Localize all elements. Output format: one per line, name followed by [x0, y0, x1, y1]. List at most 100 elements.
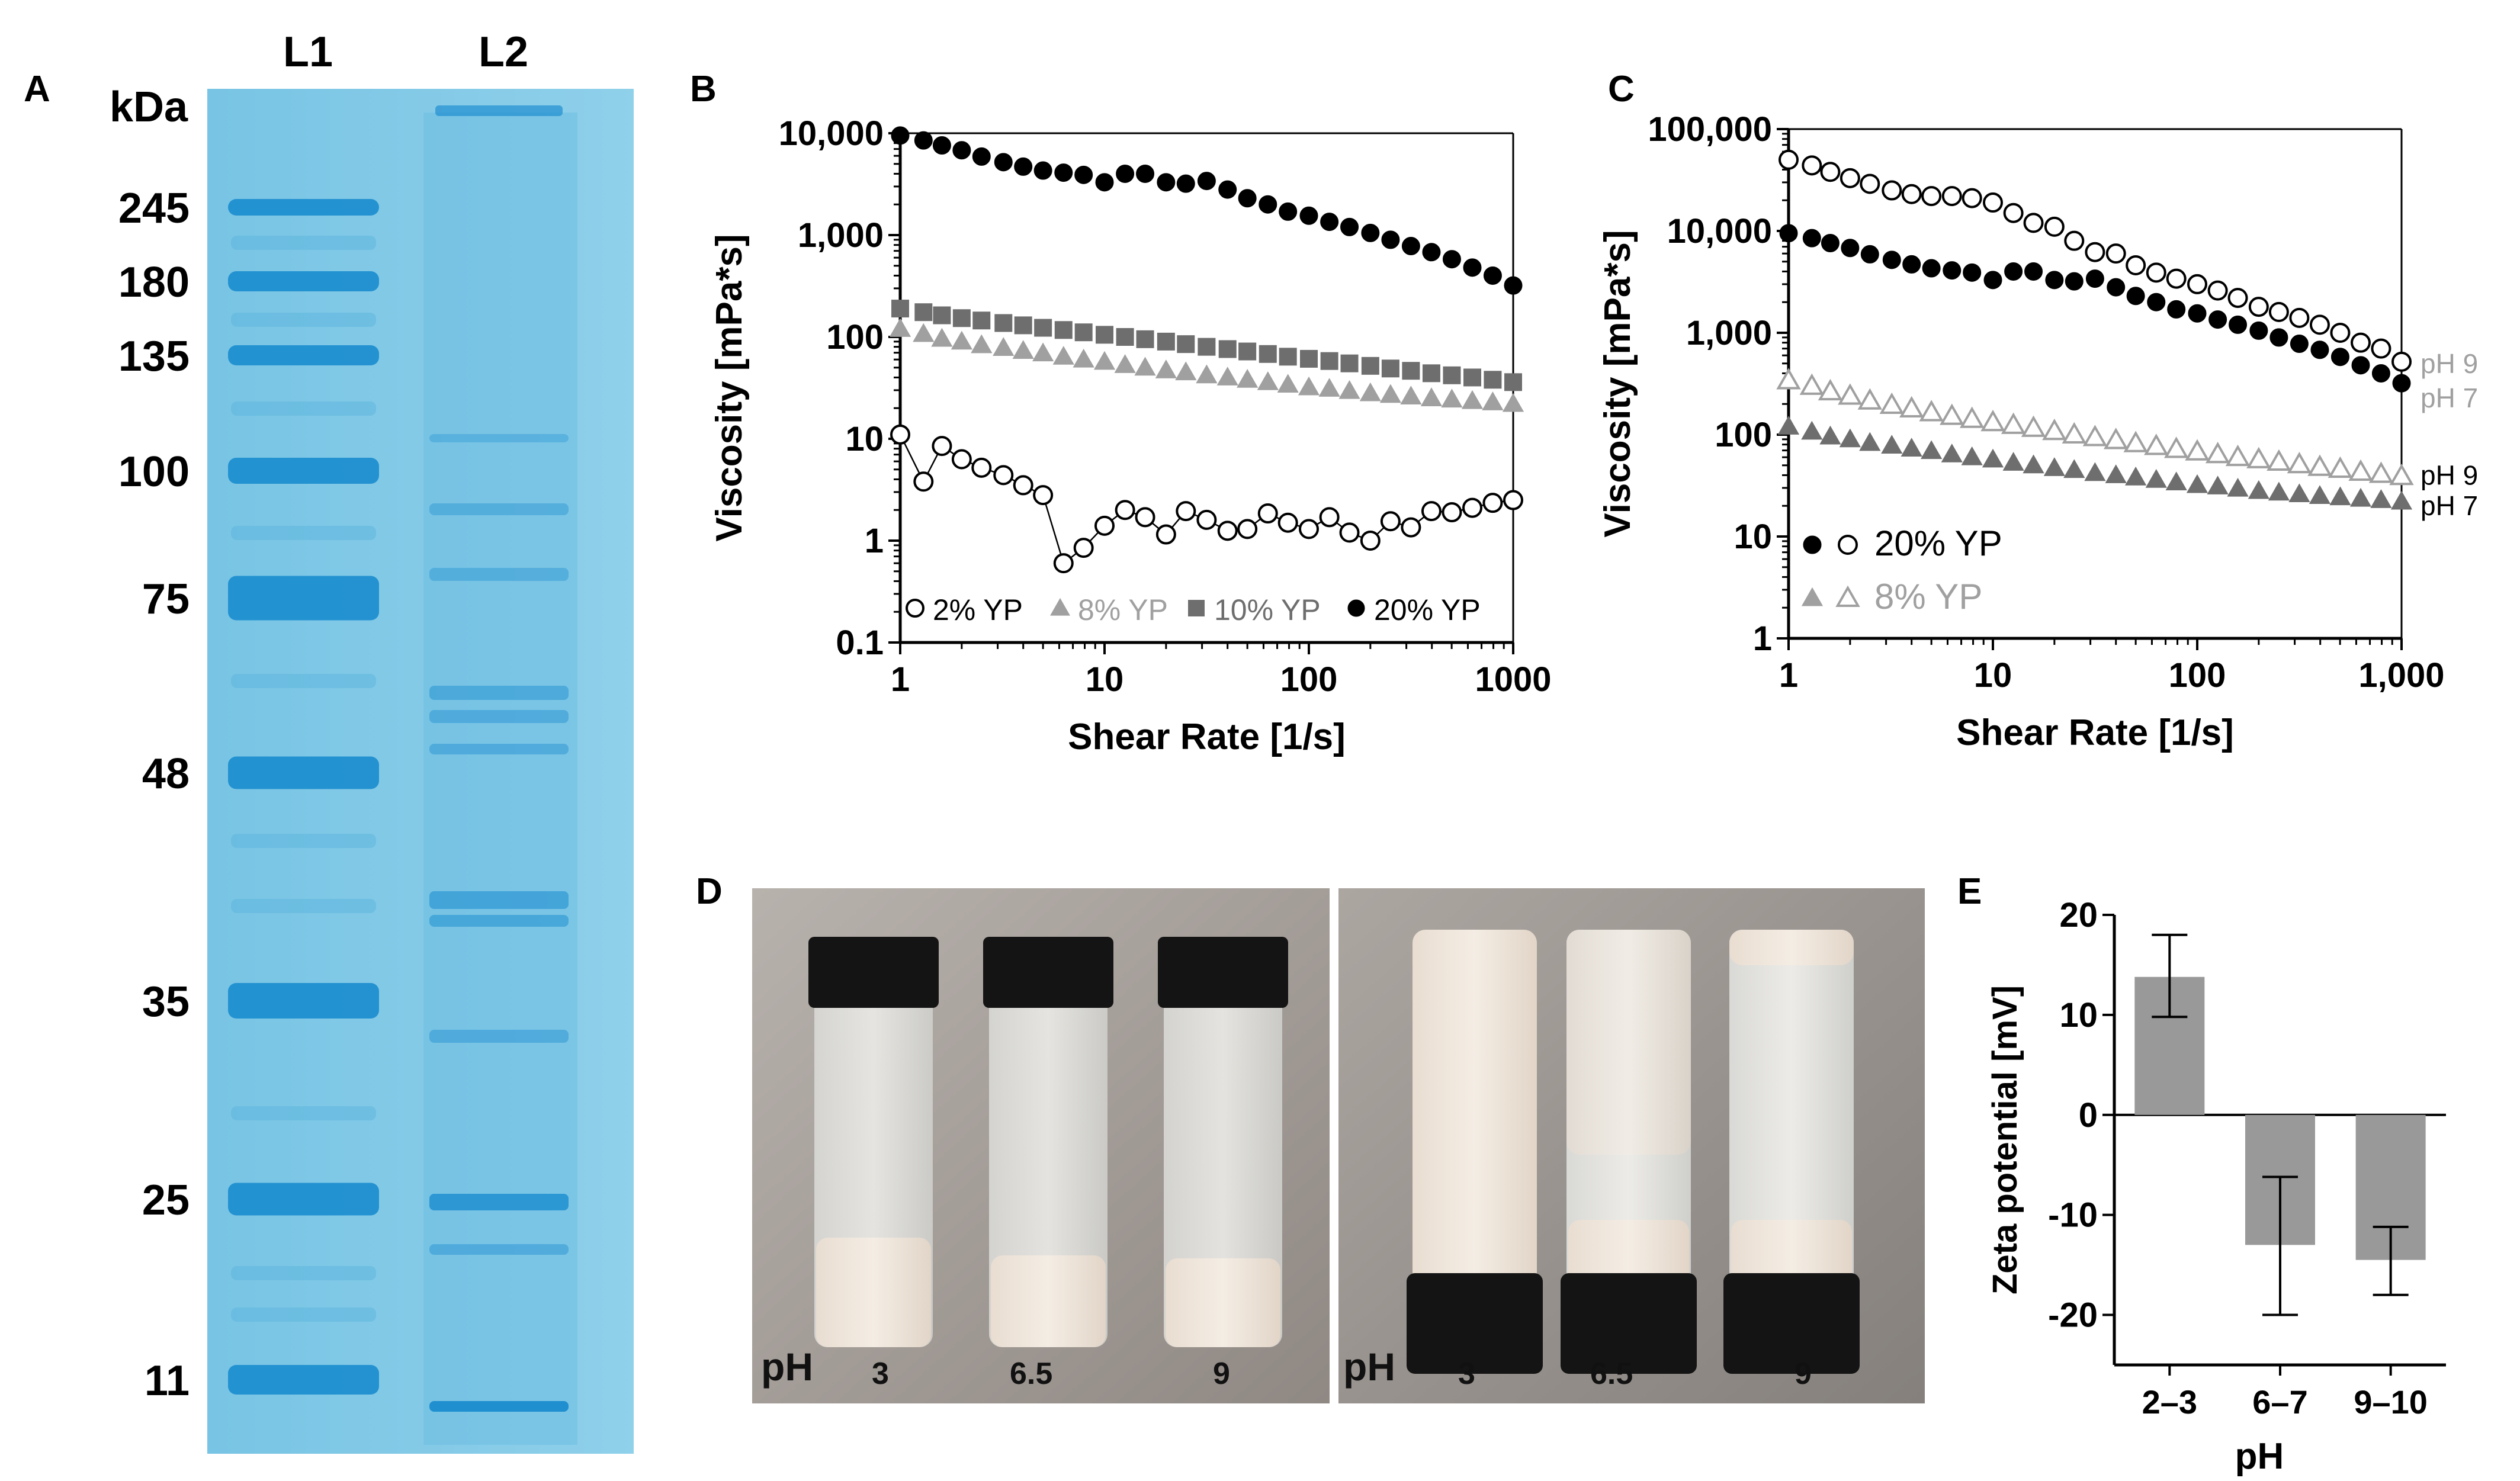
chart-point [2391, 351, 2412, 372]
chart-point [1821, 234, 1840, 253]
chart-point [1298, 376, 1320, 396]
y-tick-label: 20 [2059, 896, 2098, 934]
chart-point [1136, 164, 1155, 183]
chart-point [2105, 243, 2126, 264]
photo-right-vials [1407, 930, 1860, 1374]
chart-point [1033, 161, 1052, 180]
chart-point [1422, 364, 1440, 383]
chart-point [2023, 454, 2044, 474]
chart-point [932, 136, 951, 155]
chart-point [1196, 364, 1218, 384]
chart-point [1379, 384, 1401, 403]
chart-point [890, 424, 910, 445]
vial-right-2 [1561, 930, 1697, 1374]
chart-point [1034, 319, 1052, 337]
y-tick-label: 10 [845, 420, 884, 458]
chart-point [2392, 374, 2411, 393]
chart-point [1776, 368, 1801, 390]
chart-point [1504, 373, 1522, 391]
chart-point [2082, 425, 2108, 446]
chart-point [1188, 600, 1205, 616]
chart-point [1421, 501, 1442, 522]
gel-lane-2-band [429, 686, 569, 700]
chart-point [1299, 206, 1318, 225]
chart-point [1216, 367, 1238, 385]
chart-point [2309, 485, 2331, 504]
chart-point [1901, 184, 1922, 204]
chart-point [2125, 467, 2147, 486]
photo-right-value-3: 9 [1795, 1357, 1812, 1391]
chart-point [1050, 597, 1070, 616]
chart-point [1320, 352, 1338, 370]
chart-point [2042, 418, 2067, 441]
gel-marker-band [228, 458, 379, 484]
y-tick-label: 100 [826, 318, 884, 356]
y-tick-label: -10 [2048, 1196, 2098, 1235]
legend-label: 10% YP [1214, 593, 1321, 627]
chart-point [1361, 223, 1380, 242]
x-tick-label: 6–7 [2252, 1383, 2307, 1421]
chart-point [1882, 250, 1901, 269]
chart-point [1116, 328, 1134, 346]
gel-lane-2-band [429, 710, 569, 723]
chart-point [1257, 371, 1279, 390]
panel-letter-b: B [690, 69, 717, 110]
chart-point [1921, 186, 1942, 207]
chart-point [1340, 217, 1359, 236]
chart-point [891, 300, 909, 318]
chart-point [1073, 538, 1094, 558]
x-tick-label: 1 [891, 660, 910, 699]
chart-point [2371, 338, 2391, 359]
chart-point [1860, 245, 1879, 264]
chart-point [1380, 511, 1401, 532]
chart-point [1801, 420, 1823, 440]
chart-point [1094, 515, 1115, 536]
x-tick-label: 10 [1974, 656, 2012, 695]
chart-point [1841, 239, 1860, 258]
photo-left-value-2: 6.5 [1010, 1357, 1053, 1391]
chart-point [2287, 452, 2312, 474]
y-tick-label: 10,000 [1667, 212, 1772, 250]
chart-point [914, 303, 933, 322]
legend-label: 8% YP [1874, 577, 1982, 616]
gel-faint-band [231, 1106, 376, 1120]
chart-point [1881, 435, 1903, 454]
chart-point [933, 306, 951, 325]
y-tick-label: 0.1 [836, 624, 884, 662]
chart-point [1318, 378, 1340, 397]
chart-point [914, 131, 933, 150]
gel-lane-2-band [429, 915, 569, 927]
chart-point [1462, 497, 1483, 518]
gel-marker-label: 11 [145, 1357, 190, 1405]
chart-point [2144, 433, 2169, 455]
chart-point [1237, 519, 1258, 539]
chart-point [913, 471, 934, 492]
chart-point [2003, 203, 2024, 223]
chart-point [2187, 274, 2207, 294]
gel-marker-label: 100 [118, 448, 190, 496]
chart-point [2104, 428, 2129, 449]
photo-right-ph-label: pH [1343, 1345, 1395, 1389]
chart-point [2368, 461, 2394, 483]
chart-point [1980, 409, 2005, 432]
chart-point [2351, 356, 2370, 375]
chart-point [2309, 314, 2330, 335]
x-tick-label: 100 [1280, 660, 1338, 699]
chart-point [1320, 213, 1339, 232]
series-end-label: pH 7 [2421, 490, 2478, 521]
gel-unit-label: kDa [110, 83, 188, 131]
chart-point [1919, 400, 1944, 422]
chart-point [1114, 354, 1136, 373]
series-line [899, 434, 1514, 565]
chart-point [1014, 316, 1032, 335]
y-tick-label: 1 [1753, 619, 1772, 658]
chart-point [1921, 440, 1943, 460]
y-tick-label: 1,000 [798, 216, 884, 255]
legend-label: 8% YP [1078, 593, 1168, 627]
chart-point [1963, 263, 1982, 282]
chart-point [993, 337, 1015, 356]
gel-lane-2-band [429, 1244, 569, 1255]
chart-point [2310, 340, 2329, 359]
chart-point [1899, 396, 1924, 418]
chart-point [1860, 174, 1880, 194]
